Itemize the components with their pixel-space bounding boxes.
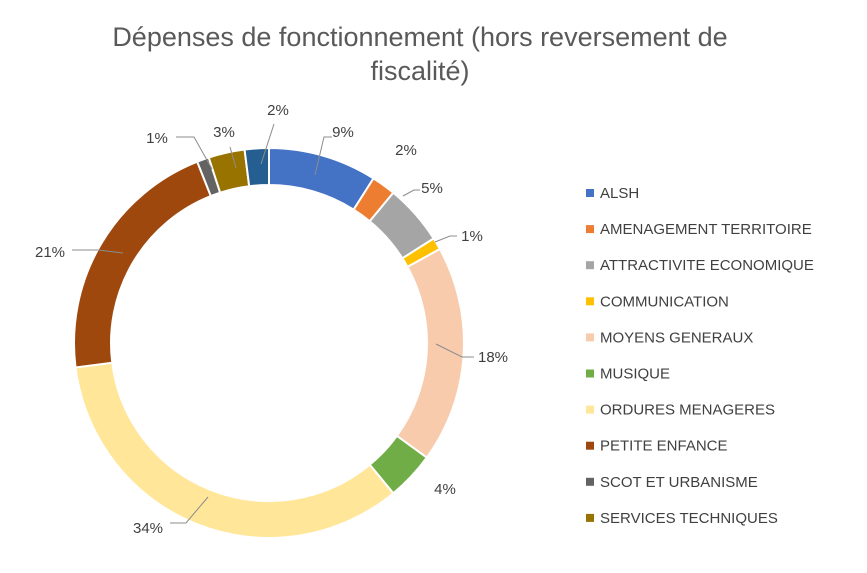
- leader-line: [176, 136, 213, 170]
- chart-title-line-2: fiscalité): [370, 56, 469, 86]
- slice-ordures-menageres: [74, 361, 395, 539]
- slices: [73, 146, 465, 539]
- legend-swatch: [586, 513, 594, 522]
- data-label: 21%: [35, 244, 65, 261]
- data-label: 1%: [461, 228, 483, 245]
- legend-entry: MUSIQUE: [600, 366, 670, 383]
- data-label: 2%: [395, 142, 417, 159]
- legend-swatch: [586, 261, 594, 270]
- leader-line: [260, 123, 275, 165]
- slice-alsh: [268, 146, 375, 211]
- leader-line: [170, 496, 209, 524]
- data-label: 34%: [133, 520, 163, 537]
- data-label: 1%: [146, 130, 168, 147]
- slice-slice-10: [243, 146, 270, 188]
- legend-entry: PETITE ENFANCE: [600, 438, 728, 455]
- leader-line: [434, 235, 457, 243]
- legend-swatch: [586, 477, 594, 486]
- legend-entry: ORDURES MENAGERES: [600, 402, 775, 419]
- legend-entry: ATTRACTIVITE ECONOMIQUE: [600, 257, 814, 274]
- legend-entry: SCOT ET URBANISME: [600, 474, 758, 491]
- legend-swatch: [586, 441, 594, 450]
- data-labels: 9% 2% 5% 1% 18% 4% 34% 21% 1% 3% 2%: [35, 102, 508, 537]
- legend-swatch: [586, 225, 594, 234]
- slice-petite-enfance: [73, 160, 213, 369]
- leader-line: [402, 189, 420, 197]
- leader-line: [229, 146, 237, 169]
- data-label: 9%: [332, 124, 354, 141]
- legend: ALSH AMENAGEMENT TERRITOIRE ATTRACTIVITE E…: [586, 185, 814, 527]
- leader-line: [435, 343, 474, 358]
- data-label: 18%: [478, 349, 508, 366]
- leader-line: [72, 249, 124, 254]
- legend-entry: COMMUNICATION: [600, 293, 729, 310]
- legend-swatch: [586, 369, 594, 378]
- legend-swatch: [586, 333, 594, 342]
- chart-title-line-1: Dépenses de fonctionnement (hors reverse…: [112, 22, 727, 52]
- legend-swatch: [586, 405, 594, 414]
- legend-entry: AMENAGEMENT TERRITOIRE: [600, 221, 812, 238]
- legend-entry: SERVICES TECHNIQUES: [600, 510, 778, 527]
- data-label: 2%: [267, 102, 289, 119]
- legend-swatch: [586, 189, 594, 197]
- legend-entry: ALSH: [600, 185, 639, 202]
- data-label: 3%: [213, 124, 235, 141]
- legend-swatch: [586, 297, 594, 306]
- legend-entry: MOYENS GENERAUX: [600, 329, 753, 346]
- leader-line: [314, 136, 332, 176]
- data-label: 4%: [434, 481, 456, 498]
- data-label: 5%: [421, 180, 443, 197]
- leader-lines: [72, 123, 474, 524]
